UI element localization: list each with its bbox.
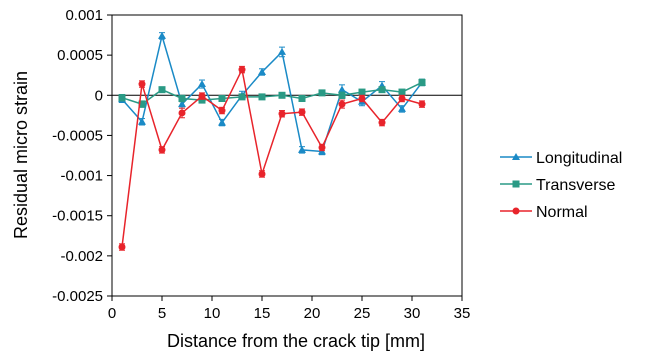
data-point [318, 143, 326, 151]
series-normal [118, 65, 426, 251]
data-point [278, 110, 286, 118]
x-tick-label: 15 [254, 305, 271, 322]
legend-label: Longitudinal [536, 150, 622, 167]
data-point [118, 243, 126, 251]
data-point [258, 170, 266, 178]
legend-item-transverse: Transverse [500, 177, 616, 194]
data-point [398, 94, 406, 102]
y-tick-label: 0 [95, 87, 103, 104]
data-point [338, 91, 346, 99]
data-point [258, 68, 266, 76]
y-tick-label: -0.0025 [52, 288, 103, 305]
legend: Longitudinal Transverse Normal [500, 150, 622, 221]
y-tick-label: -0.0005 [52, 127, 103, 144]
data-point [338, 85, 346, 93]
series-line [121, 32, 423, 153]
y-axis-label: Residual micro strain [11, 71, 31, 239]
data-point [298, 108, 306, 116]
legend-label: Transverse [536, 177, 616, 194]
x-tick-label: 35 [454, 305, 471, 322]
x-tick-label: 10 [204, 305, 221, 322]
data-point [178, 94, 186, 102]
plot-frame [111, 14, 463, 297]
data-point [298, 94, 306, 102]
series-longitudinal [118, 31, 426, 156]
x-tick-label: 0 [108, 305, 116, 322]
data-point [398, 104, 406, 112]
plot-area: 0 5 10 15 20 25 30 35 0.001 0.0005 0 -0.0005 -0.001 -… [52, 7, 470, 322]
data-point [158, 146, 166, 154]
x-tick-label: 5 [158, 305, 166, 322]
data-point [198, 92, 206, 100]
y-tick-label: 0.001 [65, 7, 103, 24]
legend-marker [512, 180, 520, 188]
data-point [298, 145, 306, 153]
data-point [378, 119, 386, 127]
data-point [418, 100, 426, 108]
data-point [318, 89, 326, 97]
data-point [198, 80, 206, 88]
y-tick-label: 0.0005 [57, 47, 103, 64]
data-point [238, 66, 246, 74]
data-point [158, 31, 166, 39]
x-tick-label: 30 [404, 305, 421, 322]
legend-label: Normal [536, 204, 588, 221]
data-point [218, 94, 226, 102]
series-line [121, 81, 423, 105]
data-point [198, 96, 206, 104]
y-tick-label: -0.0015 [52, 208, 103, 225]
series-transverse [118, 78, 426, 108]
data-point [418, 78, 426, 86]
series-line [121, 67, 423, 248]
data-point [358, 94, 366, 102]
x-tick-label: 25 [354, 305, 371, 322]
data-point [258, 93, 266, 101]
data-point [398, 88, 406, 96]
data-point [378, 86, 386, 94]
legend-marker [512, 207, 520, 215]
data-point [278, 91, 286, 99]
legend-item-normal: Normal [500, 204, 588, 221]
data-point [218, 118, 226, 126]
data-point [278, 47, 286, 55]
data-point [118, 94, 126, 102]
data-point [358, 88, 366, 96]
data-point [178, 109, 186, 117]
x-tick-label: 20 [304, 305, 321, 322]
data-point [218, 107, 226, 115]
x-axis-label: Distance from the crack tip [mm] [167, 331, 425, 351]
data-point [178, 100, 186, 108]
data-point [138, 117, 146, 125]
data-point [338, 100, 346, 108]
data-point [238, 93, 246, 101]
legend-item-longitudinal: Longitudinal [500, 150, 622, 167]
y-tick-label: -0.002 [60, 248, 103, 265]
legend-marker [512, 153, 520, 160]
data-point [138, 80, 146, 88]
data-point [138, 100, 146, 108]
y-tick-label: -0.001 [60, 168, 103, 185]
data-point [158, 86, 166, 94]
